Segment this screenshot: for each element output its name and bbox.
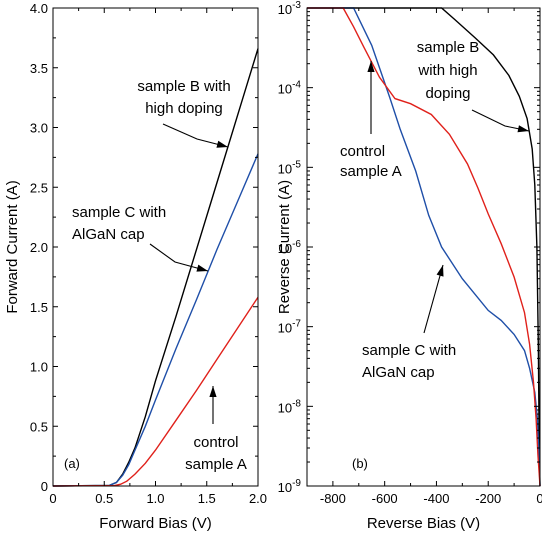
panel-b-ytick-exp-2: -7 bbox=[292, 319, 301, 330]
panel-b-xtick-label-3: -200 bbox=[475, 491, 501, 506]
panel-b-annot-sample-b-line-1: with high bbox=[417, 62, 477, 79]
panel-b-ytick-label-1: 10-8 bbox=[278, 398, 302, 415]
panel-b-ytick-base-3: 10 bbox=[278, 241, 292, 256]
panel-b-ytick-base-4: 10 bbox=[278, 161, 292, 176]
panel-a-xtick-label-0: 0 bbox=[49, 491, 56, 506]
panel-a-xtick-label-4: 2.0 bbox=[249, 491, 267, 506]
panel-b-ytick-base-1: 10 bbox=[278, 400, 292, 415]
panel-a-annot-sample-b: sample B with high doping bbox=[137, 78, 230, 117]
panel-b-ytick-label-5: 10-4 bbox=[278, 80, 302, 97]
panel-a-annot-sample-a-line-0: control bbox=[193, 434, 238, 451]
panel-b-ytick-label-6: 10-3 bbox=[278, 0, 302, 17]
panel-b-arrow-sample-a-head bbox=[367, 61, 375, 72]
panel-a-arrow-sample-a-head bbox=[209, 386, 217, 397]
panel-a-ylabel: Forward Current (A) bbox=[4, 180, 21, 313]
panel-a-series-2 bbox=[52, 296, 259, 487]
panel-a-ytick-label-3: 1.5 bbox=[30, 300, 48, 315]
panel-b-ytick-exp-6: -3 bbox=[292, 0, 301, 11]
panel-b-ytick-base-2: 10 bbox=[278, 321, 292, 336]
panel-b-arrow-sample-c-line bbox=[423, 264, 444, 334]
panel-b-ylabel: Reverse Current (A) bbox=[276, 180, 293, 314]
panel-b-series-0 bbox=[307, 7, 541, 487]
panel-a-xtick-label-2: 1.0 bbox=[146, 491, 164, 506]
panel-b-annot-sample-c-line-1: AlGaN cap bbox=[362, 364, 435, 381]
panel-b-xtick-label-0: -800 bbox=[320, 491, 346, 506]
panel-a-annot-sample-b-line-1: high doping bbox=[145, 100, 223, 117]
panel-a-label: (a) bbox=[64, 456, 80, 471]
panel-b-ytick-exp-3: -6 bbox=[292, 239, 301, 250]
panel-a-arrow-sample-c-line bbox=[149, 243, 209, 272]
panel-b-xtick-label-2: -400 bbox=[423, 491, 449, 506]
panel-a-ytick-label-1: 0.5 bbox=[30, 419, 48, 434]
panel-b-ytick-base-5: 10 bbox=[278, 82, 292, 97]
panel-a-series bbox=[52, 48, 259, 487]
panel-b-xlabel: Reverse Bias (V) bbox=[367, 515, 480, 532]
panel-a-annot-sample-a: control sample A bbox=[185, 434, 247, 473]
panel-b-label: (b) bbox=[352, 456, 368, 471]
panel-b-annot-sample-c-line-0: sample C with bbox=[362, 342, 456, 359]
panel-a-ytick-label-2: 1.0 bbox=[30, 360, 48, 375]
panel-a-annot-sample-c-line-0: sample C with bbox=[72, 204, 166, 221]
panel-a-xtick-label-3: 1.5 bbox=[198, 491, 216, 506]
panel-b-reverse-iv: -800 -600 -400 -200 010-910-810-710-610-510-… bbox=[276, 0, 542, 532]
panel-b-ytick-exp-4: -5 bbox=[292, 159, 301, 170]
panel-b-series-2 bbox=[307, 7, 541, 487]
panel-b-series-1 bbox=[307, 7, 541, 487]
panel-b-annot-sample-a-line-1: sample A bbox=[340, 163, 402, 180]
panel-b-ytick-base-6: 10 bbox=[278, 2, 292, 17]
panel-b-ytick-exp-0: -9 bbox=[292, 478, 301, 489]
panel-a-ytick-label-5: 2.5 bbox=[30, 180, 48, 195]
panel-b-ytick-label-3: 10-6 bbox=[278, 239, 302, 256]
panel-b-xtick-label-4: 0 bbox=[536, 491, 542, 506]
panel-a-ytick-label-4: 2.0 bbox=[30, 240, 48, 255]
panel-a-ytick-label-7: 3.5 bbox=[30, 61, 48, 76]
panel-a-ytick-label-0: 0 bbox=[41, 479, 48, 494]
panel-a-ytick-label-8: 4.0 bbox=[30, 1, 48, 16]
panel-a-series-1 bbox=[52, 153, 259, 487]
panel-a-xtick-label-1: 0.5 bbox=[95, 491, 113, 506]
panel-a-forward-iv: 0 0.5 1.0 1.5 2.0 0 0.5 1.0 1.5 2.0 2.5 3.0 3.5 4.0 Fo… bbox=[4, 1, 267, 532]
panel-b-ytick-exp-1: -8 bbox=[292, 398, 301, 409]
panel-b-frame bbox=[306, 7, 541, 487]
panel-b-ytick-label-0: 10-9 bbox=[278, 478, 302, 495]
panel-b-annot-sample-b-line-0: sample B bbox=[417, 39, 480, 56]
panel-a-annot-sample-b-line-0: sample B with bbox=[137, 78, 230, 95]
panel-a-ytick-label-6: 3.0 bbox=[30, 121, 48, 136]
panel-a-arrow-sample-c-head bbox=[196, 264, 208, 272]
panel-b-annot-sample-b: sample B with high doping bbox=[417, 39, 480, 102]
panel-b-xtick-label-1: -600 bbox=[372, 491, 398, 506]
panel-a-arrow-sample-b-head bbox=[216, 140, 228, 148]
panel-b-annot-sample-a: control sample A bbox=[340, 143, 402, 180]
panel-b-ytick-label-4: 10-5 bbox=[278, 159, 302, 176]
panel-a-xlabel: Forward Bias (V) bbox=[99, 515, 212, 532]
panel-b-arrow-sample-c-head bbox=[436, 265, 444, 277]
panel-b-ytick-label-2: 10-7 bbox=[278, 319, 302, 336]
panel-a-annot-sample-c: sample C with AlGaN cap bbox=[72, 204, 166, 243]
panel-b-annot-sample-b-line-2: doping bbox=[425, 85, 470, 102]
panel-b-ytick-base-0: 10 bbox=[278, 480, 292, 495]
panel-b-arrow-sample-b-head bbox=[517, 125, 529, 133]
panel-b-series bbox=[307, 7, 541, 487]
panel-b-ytick-exp-5: -4 bbox=[292, 80, 301, 91]
panel-a-annot-sample-a-line-1: sample A bbox=[185, 456, 247, 473]
panel-b-annot-sample-a-line-0: control bbox=[340, 143, 385, 160]
panel-b-annot-sample-c: sample C with AlGaN cap bbox=[362, 342, 456, 381]
panel-a-annot-sample-c-line-1: AlGaN cap bbox=[72, 226, 145, 243]
